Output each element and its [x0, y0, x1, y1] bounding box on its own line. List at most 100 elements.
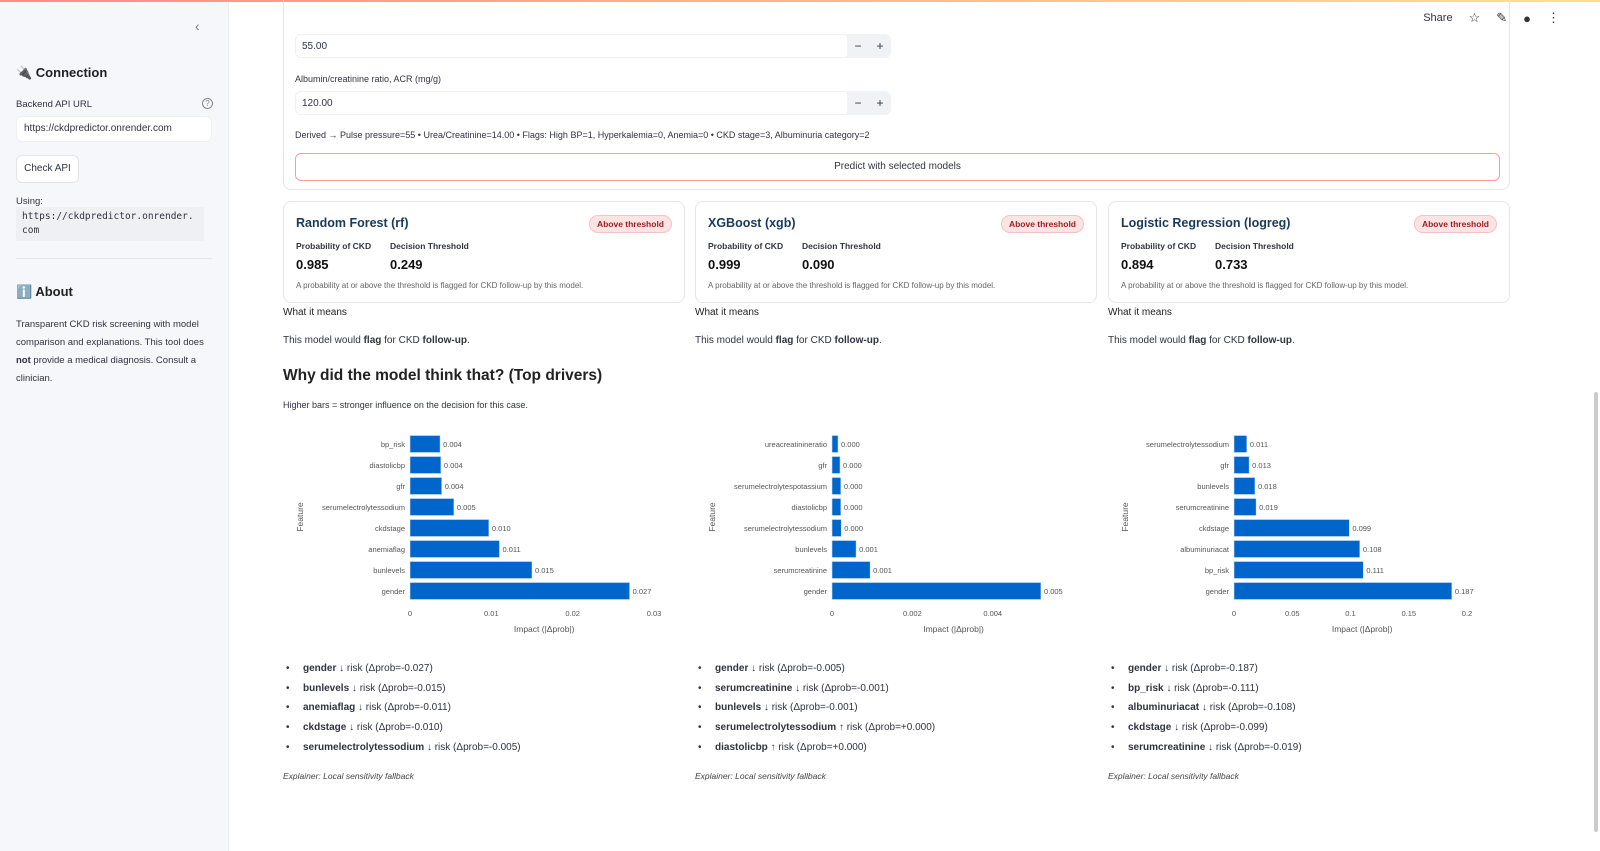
- driver-effect: ↓ risk (Δprob=-0.108): [1199, 702, 1296, 714]
- status-badge: Above threshold: [588, 215, 672, 233]
- driver-feature: serumelectrolytessodium: [303, 741, 425, 753]
- x-tick-label: 0.1: [1345, 609, 1355, 618]
- bar: [1233, 519, 1350, 537]
- x-tick-label: 0.02: [565, 609, 580, 618]
- acr-input[interactable]: 120.00: [295, 91, 850, 115]
- driver-effect: ↓ risk (Δprob=-0.001): [792, 682, 889, 694]
- drivers-list: gender ↓ risk (Δprob=-0.187)bp_risk ↓ ri…: [1108, 663, 1510, 761]
- bar: [1233, 435, 1248, 453]
- flag-bold: flag: [775, 335, 794, 346]
- bar-value-label: 0.011: [502, 545, 520, 554]
- bar-value-label: 0.019: [1259, 503, 1278, 512]
- category-label: gfr: [1220, 461, 1229, 470]
- more-menu-icon[interactable]: ⋮: [1547, 10, 1560, 25]
- model-card: Logistic Regression (logreg) Above thres…: [1108, 201, 1510, 303]
- driver-feature: anemiaflag: [303, 702, 356, 714]
- driver-effect: ↓ risk (Δprob=-0.001): [761, 702, 858, 714]
- list-item: ckdstage ↓ risk (Δprob=-0.010): [283, 722, 685, 742]
- decrement-button[interactable]: −: [854, 39, 862, 53]
- driver-feature: serumcreatinine: [715, 682, 793, 694]
- category-label: ckdstage: [375, 524, 405, 533]
- list-item: bp_risk ↓ risk (Δprob=-0.111): [1108, 683, 1510, 703]
- share-button[interactable]: Share: [1423, 12, 1453, 24]
- driver-feature: serumelectrolytessodium: [715, 722, 837, 734]
- bar-value-label: 0.108: [1363, 545, 1382, 554]
- edit-pencil-icon[interactable]: ✎: [1496, 10, 1508, 25]
- scrollbar[interactable]: [1594, 392, 1598, 832]
- api-url-label: Backend API URL: [16, 99, 93, 110]
- drivers-list: gender ↓ risk (Δprob=-0.027)bunlevels ↓ …: [283, 663, 685, 761]
- number-input-field-1[interactable]: 55.00: [295, 34, 850, 58]
- bar-value-label: 0.013: [1252, 461, 1271, 470]
- list-item: bunlevels ↓ risk (Δprob=-0.015): [283, 683, 685, 703]
- what-it-means-label: What it means: [695, 307, 759, 318]
- y-axis-title: Feature: [295, 502, 305, 532]
- x-axis-title: Impact (|Δprob|): [923, 624, 984, 634]
- y-axis-title: Feature: [707, 502, 717, 532]
- driver-effect: ↓ risk (Δprob=-0.111): [1163, 682, 1259, 694]
- category-label: serumelectrolytessodium: [322, 503, 405, 512]
- probability-label: Probability of CKD: [296, 241, 372, 251]
- category-label: gender: [1206, 587, 1230, 596]
- app-header: Share ☆ ✎ ● ⋮: [1423, 10, 1600, 26]
- driver-effect: ↓ risk (Δprob=-0.015): [349, 682, 446, 694]
- driver-effect: ↓ risk (Δprob=-0.010): [346, 722, 443, 734]
- list-item: serumelectrolytessodium ↓ risk (Δprob=-0…: [283, 742, 685, 762]
- top-decoration: [0, 0, 1600, 2]
- x-tick-label: 0: [830, 609, 834, 618]
- driver-feature: bunlevels: [715, 702, 762, 714]
- help-icon[interactable]: ?: [202, 98, 213, 109]
- bar-value-label: 0.004: [445, 482, 464, 491]
- github-icon[interactable]: ●: [1523, 10, 1531, 26]
- category-label: bunlevels: [795, 545, 827, 554]
- flag-text: .: [466, 335, 470, 346]
- about-text-2: provide a medical diagnosis. Consult a c…: [16, 355, 197, 384]
- increment-button[interactable]: +: [876, 39, 884, 53]
- check-api-button[interactable]: Check API: [16, 155, 79, 183]
- collapse-sidebar-icon[interactable]: ‹: [195, 18, 200, 34]
- explainer-note: Explainer: Local sensitivity fallback: [695, 771, 826, 781]
- list-item: serumcreatinine ↓ risk (Δprob=-0.019): [1108, 742, 1510, 762]
- about-text: Transparent CKD risk screening with mode…: [16, 316, 216, 388]
- drivers-subtitle: Higher bars = stronger influence on the …: [283, 400, 528, 410]
- status-badge: Above threshold: [1413, 215, 1497, 233]
- x-tick-label: 0: [1232, 609, 1236, 618]
- category-label: gfr: [396, 482, 405, 491]
- bar: [409, 477, 443, 495]
- bar-value-label: 0.187: [1455, 587, 1474, 596]
- bar: [831, 540, 857, 558]
- star-icon[interactable]: ☆: [1468, 10, 1481, 25]
- card-note: A probability at or above the threshold …: [1121, 281, 1409, 290]
- driver-effect: ↓ risk (Δprob=-0.099): [1171, 722, 1268, 734]
- increment-button[interactable]: +: [876, 96, 884, 110]
- api-url-input[interactable]: https://ckdpredictor.onrender.com: [16, 116, 212, 142]
- category-label: gender: [382, 587, 406, 596]
- model-title: Logistic Regression (logreg): [1121, 216, 1291, 230]
- about-text-bold: not: [16, 355, 31, 366]
- status-badge: Above threshold: [1000, 215, 1084, 233]
- driver-effect: ↓ risk (Δprob=-0.005): [748, 663, 845, 674]
- flag-text: for CKD: [793, 335, 835, 346]
- y-axis-title: Feature: [1120, 502, 1130, 532]
- flag-statement: This model would flag for CKD follow-up.: [283, 335, 685, 346]
- driver-feature: serumcreatinine: [1128, 741, 1206, 753]
- predict-button[interactable]: Predict with selected models: [295, 153, 1500, 181]
- decrement-button[interactable]: −: [854, 96, 862, 110]
- probability-value: 0.985: [296, 257, 329, 272]
- threshold-value: 0.090: [802, 257, 835, 272]
- impact-bar-chart: serumelectrolytessodium 0.011 gfr 0.013 bunl…: [1120, 435, 1474, 634]
- flag-bold: follow-up: [422, 335, 467, 346]
- bar: [409, 435, 441, 453]
- list-item: gender ↓ risk (Δprob=-0.187): [1108, 663, 1510, 683]
- flag-bold: follow-up: [834, 335, 879, 346]
- category-label: diastolicbp: [370, 461, 405, 470]
- category-label: bp_risk: [1205, 566, 1229, 575]
- driver-effect: ↓ risk (Δprob=-0.005): [424, 741, 521, 753]
- list-item: ckdstage ↓ risk (Δprob=-0.099): [1108, 722, 1510, 742]
- model-column: Logistic Regression (logreg) Above thres…: [1108, 201, 1510, 346]
- threshold-value: 0.249: [390, 257, 423, 272]
- driver-effect: ↓ risk (Δprob=-0.019): [1205, 741, 1302, 753]
- bar: [831, 498, 842, 516]
- x-tick-label: 0.03: [647, 609, 662, 618]
- bar: [1233, 498, 1257, 516]
